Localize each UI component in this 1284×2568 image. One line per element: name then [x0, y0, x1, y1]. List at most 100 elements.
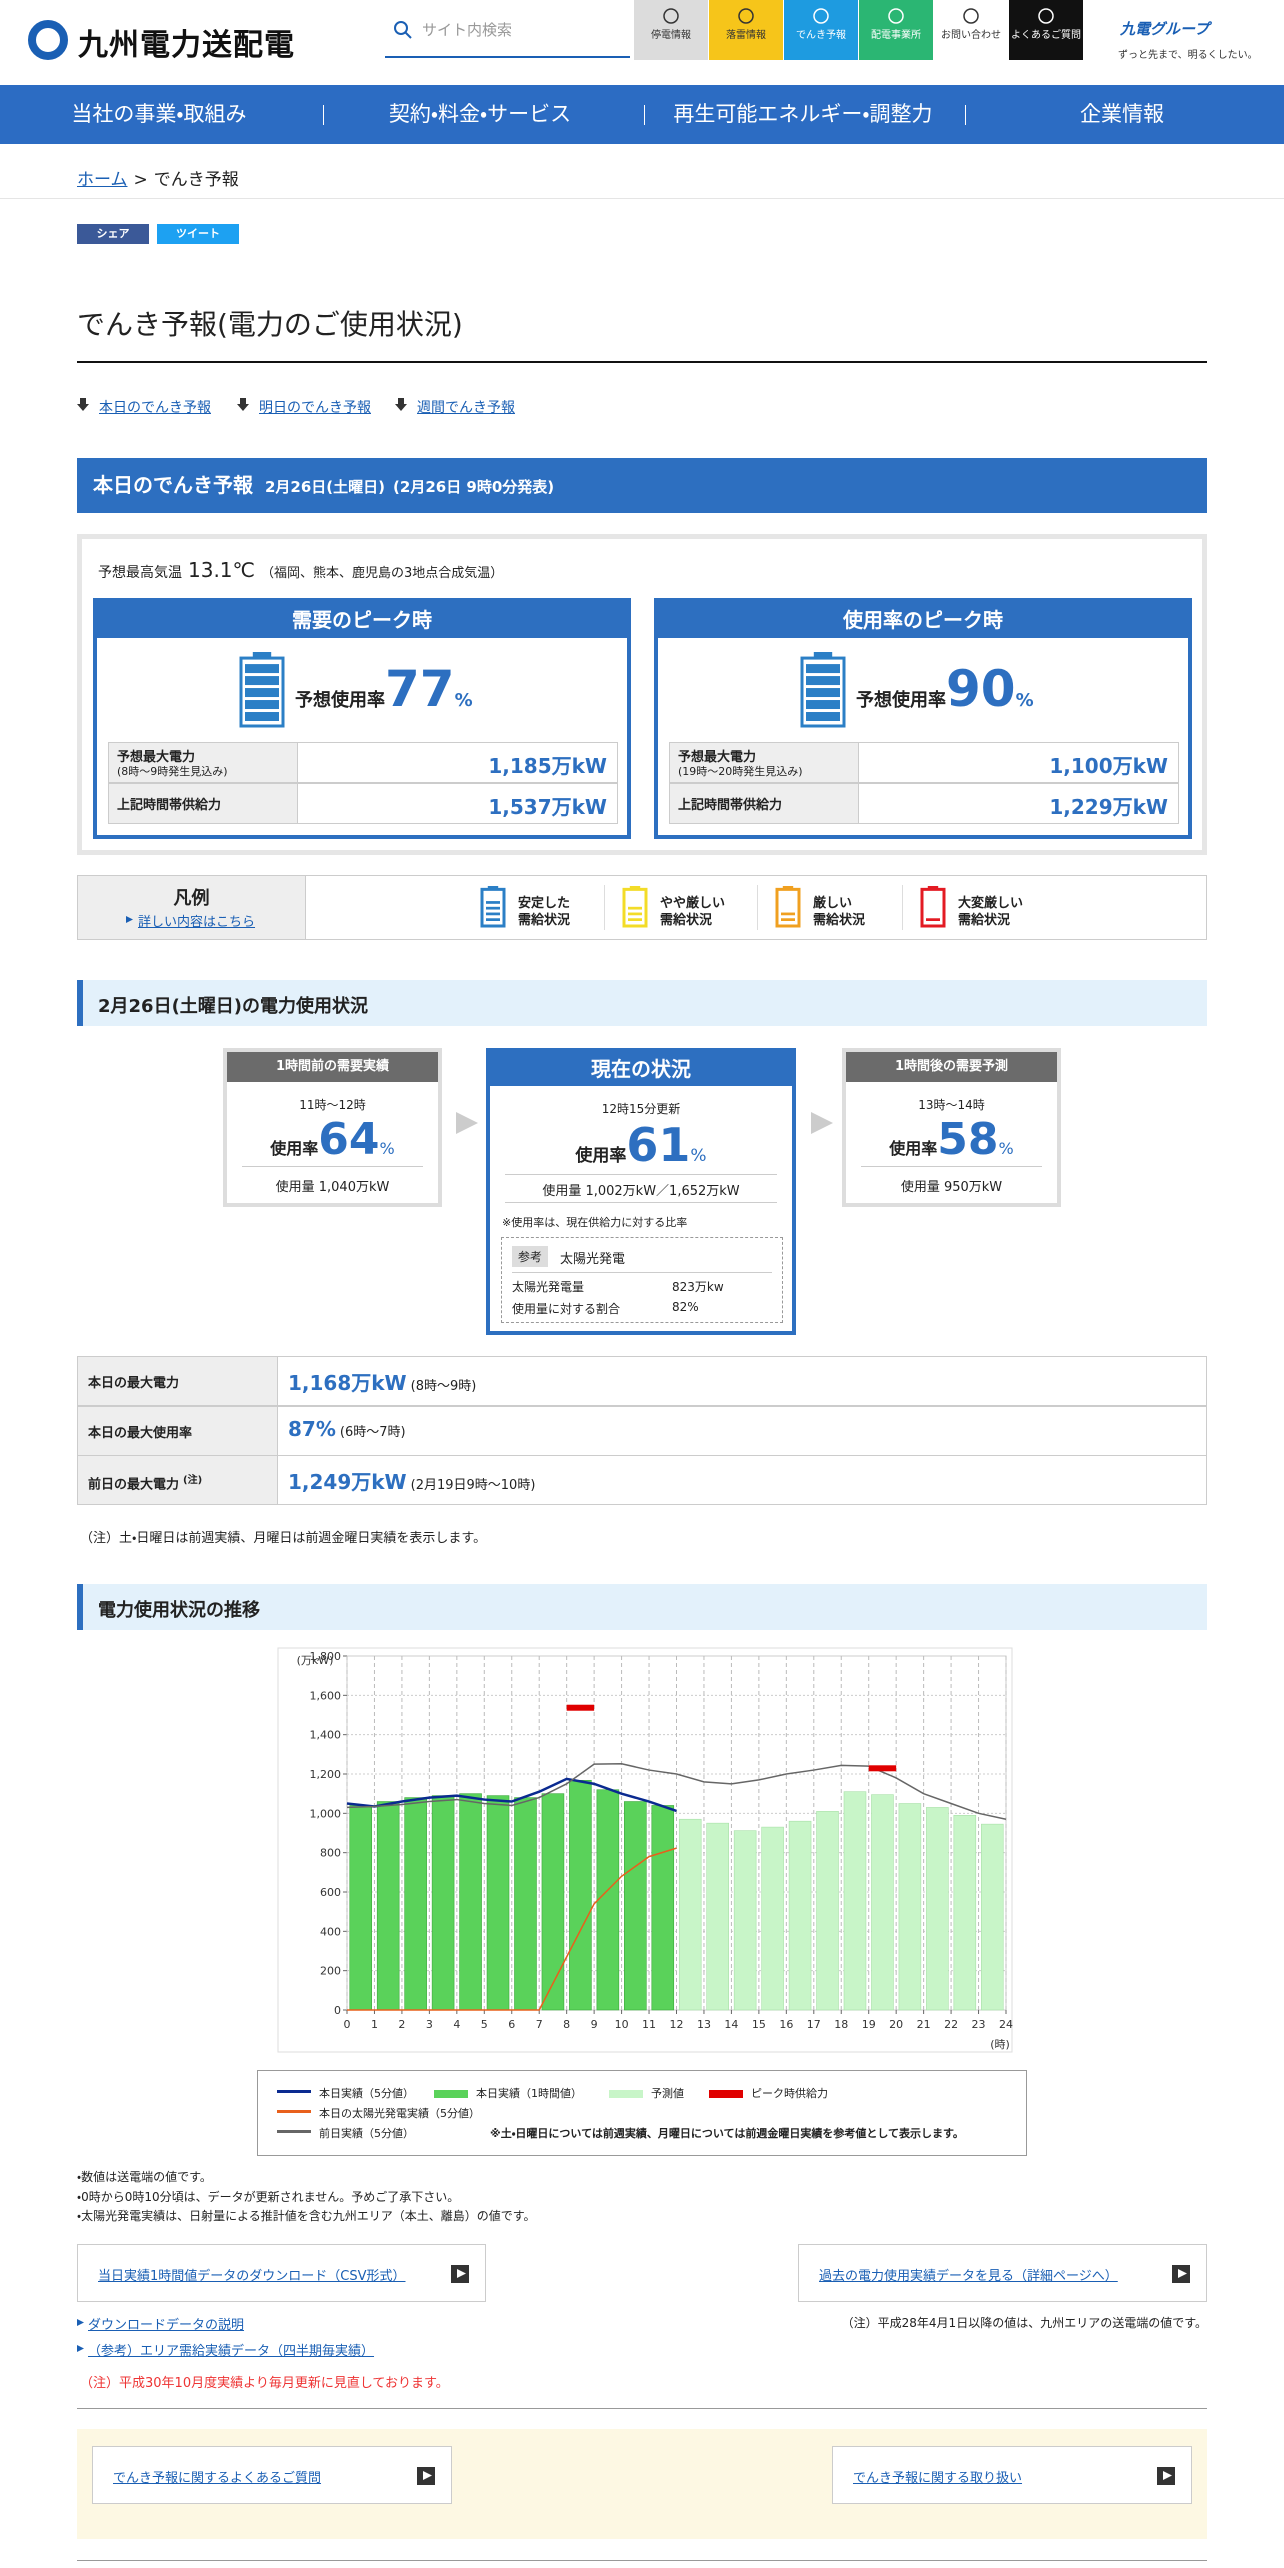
x-tick-label: 11	[642, 2018, 656, 2031]
share-button[interactable]: ツイート	[157, 224, 239, 244]
divider	[77, 2560, 1207, 2561]
chart-legend	[257, 2070, 1027, 2156]
menu-icon	[663, 8, 679, 24]
header-menu-item[interactable]: よくあるご質問	[1009, 0, 1083, 60]
x-tick-label: 23	[972, 2018, 986, 2031]
link-button[interactable]: でんき予報に関する取り扱い	[832, 2446, 1192, 2504]
header-menu-item[interactable]: 停電情報	[634, 0, 708, 60]
legend-link[interactable]: 詳しい内容はこちら	[138, 915, 256, 930]
peak-marker	[566, 1704, 595, 1711]
y-tick-label: 200	[320, 1965, 341, 1978]
rate-label: 使用率	[889, 1139, 938, 1158]
x-tick-label: 15	[752, 2018, 766, 2031]
row-label: 上記時間帯供給力	[678, 798, 783, 813]
menu-label: 配電事業所	[871, 30, 921, 41]
header-menu-item[interactable]: 配電事業所	[859, 0, 933, 60]
ref-value: 823万kw	[672, 1280, 724, 1294]
bar	[596, 1789, 620, 2011]
x-tick-label: 21	[917, 2018, 931, 2031]
x-tick-label: 9	[591, 2018, 598, 2031]
bar	[431, 1795, 455, 2011]
rate-unit: %	[454, 690, 473, 711]
peak-card: 使用率のピーク時 予想使用率90% 予想最大電力 (19時〜20時発生見込み) 1,10…	[654, 598, 1192, 839]
rate-value: 77	[385, 660, 455, 718]
anchor-link[interactable]: 明日のでんき予報	[259, 400, 371, 416]
button-link[interactable]: 当日実績1時間値データのダウンロード（CSV形式）	[98, 2269, 406, 2284]
divider	[77, 2408, 1207, 2409]
table-label-cell	[669, 783, 859, 824]
button-arrow	[423, 2471, 432, 2480]
x-tick-label: 24	[999, 2018, 1013, 2031]
bar	[980, 1823, 1004, 2011]
battery-icon	[622, 886, 648, 928]
row-value: 1,229万kW	[1049, 795, 1168, 819]
flow-arrow	[456, 1112, 478, 1134]
table-label-cell	[77, 1455, 278, 1505]
card-rate: 使用率61%	[490, 1118, 792, 1172]
ref-label: 太陽光発電量	[512, 1280, 585, 1294]
rate-value: 61	[626, 1118, 691, 1172]
legend-entry: 前日実績（5分値）	[319, 2127, 414, 2140]
link-button[interactable]: 当日実績1時間値データのダウンロード（CSV形式）	[77, 2244, 486, 2302]
anchor-link[interactable]: 週間でんき予報	[417, 400, 515, 416]
legend-title: 凡例	[173, 888, 210, 909]
table-label-cell	[108, 742, 298, 783]
card-rate: 使用率58%	[846, 1114, 1057, 1165]
section-header	[77, 1584, 1207, 1630]
reference-box: 参考 太陽光発電 太陽光発電量 823万kw 使用量に対する割合 82%	[501, 1237, 783, 1323]
x-tick-label: 6	[508, 2018, 515, 2031]
nav-item[interactable]: 再生可能エネルギー・調整力	[673, 102, 933, 126]
button-link[interactable]: でんき予報に関するよくあるご質問	[113, 2471, 322, 2486]
button-link[interactable]: 過去の電力使用実績データを見る（詳細ページへ）	[819, 2269, 1118, 2284]
nav-item[interactable]: 契約・料金・サービス	[388, 102, 572, 126]
peak-marker	[868, 1765, 897, 1772]
detail-text: (2月19日9時〜10時)	[410, 1478, 536, 1493]
header-menu-item[interactable]: でんき予報	[784, 0, 858, 60]
legend-entry: 予測値	[651, 2087, 684, 2100]
legend-swatch	[277, 2090, 311, 2093]
battery-icon	[800, 652, 846, 728]
button-link[interactable]: でんき予報に関する取り扱い	[853, 2471, 1023, 2486]
text-link[interactable]: ダウンロードデータの説明	[88, 2318, 245, 2333]
link-button[interactable]: でんき予報に関するよくあるご質問	[92, 2446, 452, 2504]
search-input[interactable]: サイト内検索	[422, 21, 513, 39]
x-tick-label: 1	[371, 2018, 378, 2031]
title-rule	[77, 361, 1207, 363]
card-usage: 使用量 1,002万kW／1,652万kW	[542, 1184, 740, 1199]
summary-note: （注）土・日曜日は前週実績、月曜日は前週金曜日実績を表示します。	[80, 1531, 487, 1546]
row-label: 予想最大電力	[117, 750, 196, 765]
header-menu-item[interactable]: お問い合わせ	[934, 0, 1008, 60]
bar	[404, 1797, 427, 2011]
y-tick-label: 1,800	[310, 1650, 342, 1663]
section-heading: 電力使用状況の推移	[98, 1600, 260, 1621]
temp-note: （福岡、熊本、鹿児島の3地点合成気温）	[261, 566, 504, 581]
button-arrow	[1163, 2471, 1172, 2480]
nav-item[interactable]: 当社の事業・取組み	[71, 102, 247, 126]
chart-note: ・数値は送電端の値です。	[77, 2170, 212, 2184]
tagline: ずっと先まで、明るくしたい。	[1118, 50, 1258, 61]
menu-icon	[813, 8, 829, 24]
header-menu-item[interactable]: 落雷情報	[709, 0, 783, 60]
breadcrumb-home[interactable]: ホーム	[77, 170, 128, 190]
card-usage: 使用量 950万kW	[900, 1180, 1003, 1195]
nav-separator	[965, 105, 966, 125]
legend-swatch	[277, 2130, 311, 2133]
anchor-link[interactable]: 本日のでんき予報	[99, 400, 211, 416]
share-button[interactable]: シェア	[77, 224, 149, 244]
row-sub: (8時〜9時発生見込み)	[117, 765, 228, 778]
y-tick-label: 800	[320, 1847, 341, 1860]
link-button[interactable]: 過去の電力使用実績データを見る（詳細ページへ）	[798, 2244, 1207, 2302]
battery-icon	[239, 652, 285, 728]
button-arrow	[457, 2269, 466, 2278]
legend-separator	[757, 885, 758, 930]
bar	[816, 1811, 839, 2011]
button-arrow	[1178, 2269, 1187, 2278]
detail-text: (8時〜9時)	[410, 1379, 477, 1394]
row-value: 1,100万kW	[1049, 754, 1168, 778]
text-link[interactable]: （参考）エリア需給実績データ（四半期毎実績）	[88, 2344, 375, 2359]
menu-icon	[963, 8, 979, 24]
menu-label: でんき予報	[796, 30, 846, 41]
line	[346, 1763, 1007, 1820]
nav-item[interactable]: 企業情報	[1080, 102, 1164, 126]
